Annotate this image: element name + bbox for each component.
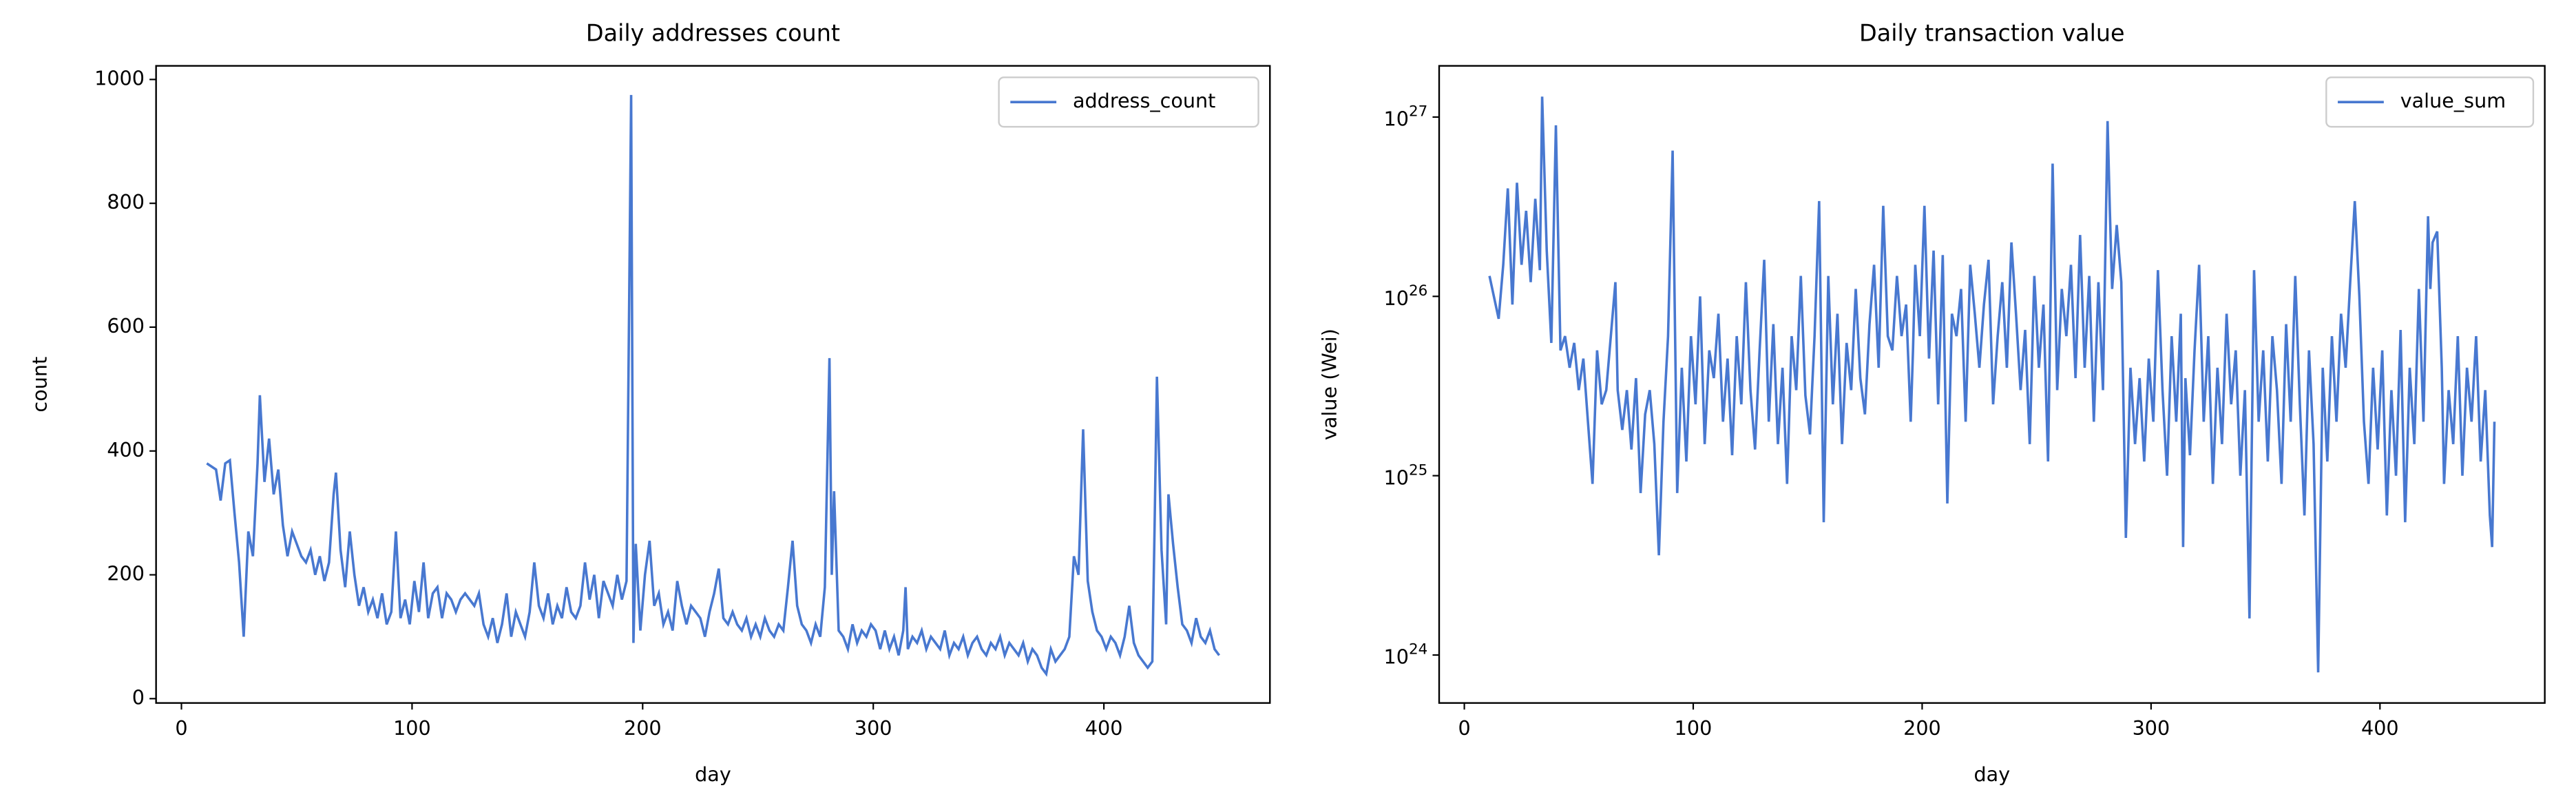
y-tick-label: 1026 <box>1384 282 1428 311</box>
legend-label: value_sum <box>2400 89 2506 112</box>
y-tick-label: 1025 <box>1384 461 1428 490</box>
chart-title: Daily addresses count <box>586 20 840 47</box>
legend-box <box>998 76 1259 128</box>
x-tick-label: 200 <box>1903 716 1941 740</box>
y-tick-label: 800 <box>107 190 145 214</box>
y-tick-label: 1027 <box>1384 103 1428 131</box>
legend-label: address_count <box>1073 89 1215 112</box>
y-axis-label: value (Wei) <box>1318 329 1341 440</box>
x-tick-label: 400 <box>1085 716 1123 740</box>
y-tick-label: 1024 <box>1384 641 1428 669</box>
y-tick-label: 600 <box>107 314 145 338</box>
data-line <box>206 94 1221 677</box>
y-tick-label: 0 <box>132 685 145 709</box>
x-tick-label: 200 <box>624 716 662 740</box>
x-tick-label: 300 <box>855 716 892 740</box>
y-axis-label: count <box>28 357 52 413</box>
x-tick-label: 100 <box>393 716 431 740</box>
x-axis-label: day <box>1974 762 2011 786</box>
axes-frame <box>155 65 1271 704</box>
x-tick-label: 400 <box>2361 716 2399 740</box>
legend-box <box>2325 76 2535 128</box>
y-tick-label: 200 <box>107 562 145 585</box>
axes-frame <box>1438 65 2546 704</box>
y-tick-label: 1000 <box>94 66 145 90</box>
chart-title: Daily transaction value <box>1859 20 2125 47</box>
x-tick-label: 0 <box>175 716 187 740</box>
x-tick-label: 100 <box>1675 716 1713 740</box>
data-line <box>1488 96 2496 673</box>
x-axis-label: day <box>695 762 731 786</box>
x-tick-label: 0 <box>1458 716 1470 740</box>
x-tick-label: 300 <box>2133 716 2170 740</box>
y-tick-label: 400 <box>107 438 145 461</box>
